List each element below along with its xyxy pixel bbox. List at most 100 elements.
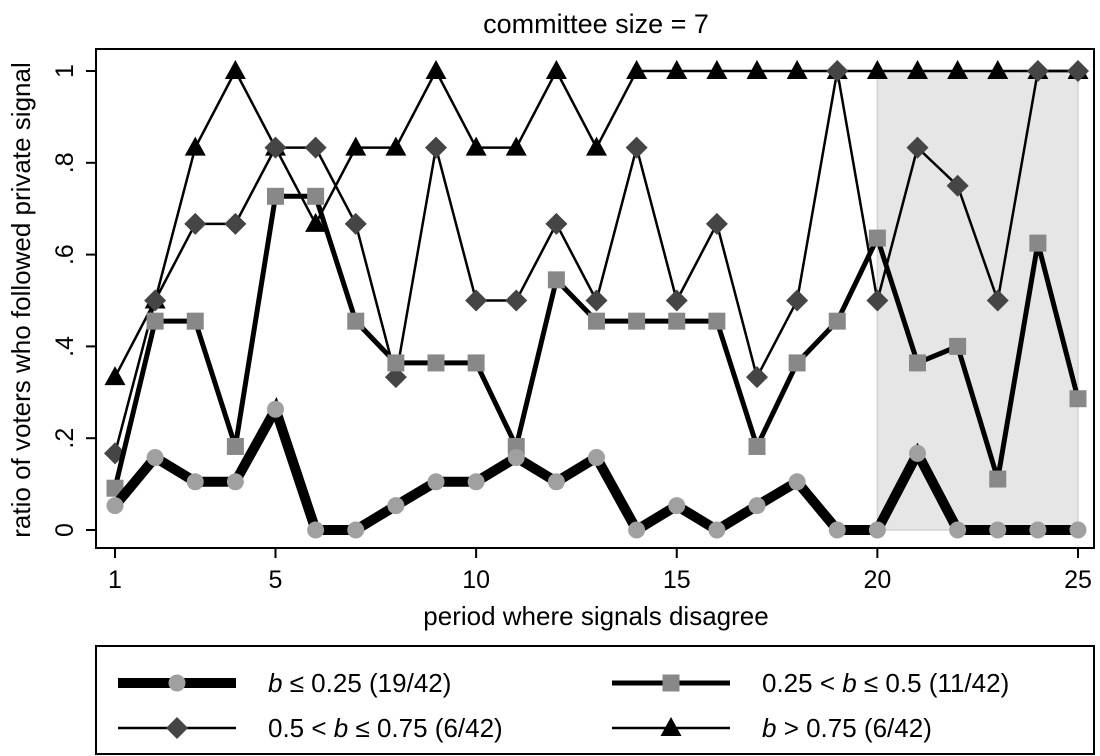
data-point-square xyxy=(1029,234,1047,252)
data-point-circle xyxy=(347,521,365,539)
data-point-circle xyxy=(788,473,806,491)
x-tick-label: 15 xyxy=(663,566,691,594)
data-point-square xyxy=(1069,390,1087,408)
data-point-triangle xyxy=(706,60,728,79)
x-tick-label: 5 xyxy=(269,566,283,594)
data-point-circle xyxy=(547,473,565,491)
chart-title: committee size = 7 xyxy=(483,9,709,39)
y-tick-label: .4 xyxy=(51,336,79,357)
data-point-triangle xyxy=(987,60,1009,79)
data-point-circle xyxy=(668,497,686,515)
series-layer xyxy=(104,60,1089,539)
data-point-circle xyxy=(146,448,164,466)
data-point-circle xyxy=(106,497,124,515)
data-point-diamond xyxy=(866,289,889,312)
data-point-diamond xyxy=(826,60,849,82)
data-point-square xyxy=(387,354,405,372)
data-point-square xyxy=(628,312,646,330)
legend-label: b > 0.75 (6/42) xyxy=(762,713,932,743)
data-point-diamond xyxy=(946,174,969,197)
legend-marker-diamond xyxy=(166,717,188,739)
data-point-triangle xyxy=(345,136,367,156)
data-point-diamond xyxy=(505,289,528,312)
data-point-diamond xyxy=(304,136,327,159)
data-point-diamond xyxy=(986,289,1009,312)
data-point-triangle xyxy=(184,136,206,156)
legend-label: 0.5 < b ≤ 0.75 (6/42) xyxy=(268,713,503,743)
data-point-triangle xyxy=(786,60,808,79)
data-point-circle xyxy=(828,521,846,539)
data-point-diamond xyxy=(1026,60,1049,82)
data-point-square xyxy=(748,437,766,455)
x-tick-label: 10 xyxy=(462,566,490,594)
y-tick-label: 1 xyxy=(51,64,79,78)
data-point-circle xyxy=(427,473,445,491)
legend-marker-triangle xyxy=(660,717,682,736)
data-point-triangle xyxy=(746,60,768,79)
legend-entry: 0.5 < b ≤ 0.75 (6/42) xyxy=(118,713,503,743)
data-point-triangle xyxy=(425,60,447,79)
data-point-circle xyxy=(588,448,605,466)
data-point-triangle xyxy=(104,366,126,386)
data-point-square xyxy=(949,337,967,355)
data-point-diamond xyxy=(1067,60,1089,82)
data-point-circle xyxy=(267,400,284,418)
data-point-triangle xyxy=(947,60,969,79)
shaded-region-layer xyxy=(876,70,1079,531)
data-point-square xyxy=(106,479,124,497)
data-point-circle xyxy=(708,521,726,539)
axis-layer: 1 5 10 15 20 250.2.4.6.81 xyxy=(51,64,1092,594)
data-point-triangle xyxy=(305,212,327,232)
data-point-diamond xyxy=(665,289,688,312)
data-point-square xyxy=(989,470,1007,488)
data-point-square xyxy=(708,312,726,330)
data-point-circle xyxy=(387,497,405,515)
data-point-circle xyxy=(909,444,926,462)
data-point-circle xyxy=(467,473,485,491)
data-point-diamond xyxy=(625,136,648,159)
data-point-circle xyxy=(226,473,244,491)
series-circle xyxy=(106,396,1087,539)
legend-marker-square xyxy=(662,674,680,692)
data-point-square xyxy=(909,354,926,372)
y-tick-label: .2 xyxy=(51,428,79,449)
data-point-diamond xyxy=(344,212,367,235)
data-point-diamond xyxy=(585,289,608,312)
data-point-triangle xyxy=(866,60,888,79)
data-point-square xyxy=(307,187,325,205)
data-point-square xyxy=(868,229,886,247)
data-point-square xyxy=(347,312,365,330)
y-tick-label: .6 xyxy=(51,244,79,265)
data-point-square xyxy=(226,437,244,455)
data-point-circle xyxy=(748,497,766,515)
legend-box xyxy=(95,645,1095,755)
data-point-square xyxy=(427,354,445,372)
data-point-circle xyxy=(989,521,1007,539)
data-point-triangle xyxy=(907,60,928,79)
data-point-diamond xyxy=(786,289,809,312)
data-point-diamond xyxy=(425,136,447,159)
data-point-triangle xyxy=(545,60,567,79)
data-point-diamond xyxy=(545,212,568,235)
y-tick-label: 0 xyxy=(51,523,79,537)
data-point-triangle xyxy=(626,60,648,79)
series-square xyxy=(106,187,1087,497)
legend-entry: b > 0.75 (6/42) xyxy=(612,713,932,743)
data-point-diamond xyxy=(184,212,207,235)
data-point-triangle xyxy=(666,60,688,79)
data-point-square xyxy=(588,312,605,330)
data-point-square xyxy=(788,354,806,372)
data-point-circle xyxy=(186,473,204,491)
x-tick-label: 25 xyxy=(1064,566,1092,594)
data-point-circle xyxy=(868,521,886,539)
data-point-triangle xyxy=(224,60,246,79)
data-point-diamond xyxy=(705,212,728,235)
data-point-square xyxy=(668,312,686,330)
plot-frame xyxy=(95,48,1095,549)
data-point-triangle xyxy=(385,136,407,156)
data-point-diamond xyxy=(264,136,287,159)
data-point-triangle xyxy=(505,136,527,156)
data-point-triangle xyxy=(586,136,607,156)
legend-label: b ≤ 0.25 (19/42) xyxy=(268,668,451,698)
